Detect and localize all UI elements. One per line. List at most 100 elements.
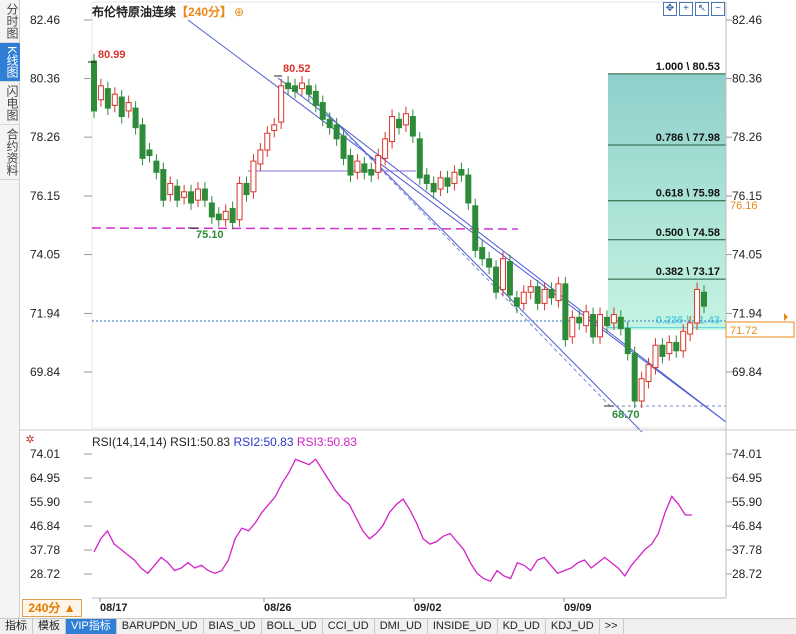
candle-body bbox=[590, 314, 597, 338]
tab-vip-indicator[interactable]: VIP指标 bbox=[66, 619, 117, 634]
candle-body bbox=[181, 191, 188, 198]
low-label-2: 68.70 bbox=[612, 409, 640, 421]
candle-body bbox=[472, 205, 479, 251]
candle-body bbox=[201, 188, 208, 201]
candle-body bbox=[125, 102, 132, 112]
fibonacci-zone[interactable] bbox=[608, 74, 726, 330]
candle-body bbox=[694, 288, 701, 324]
tab-dmi[interactable]: DMI_UD bbox=[374, 619, 428, 634]
tab-more[interactable]: >> bbox=[599, 619, 624, 634]
tab-cci[interactable]: CCI_UD bbox=[322, 619, 375, 634]
zoom-in-icon[interactable]: + bbox=[679, 2, 693, 16]
price-tick-right: 76.15 bbox=[732, 189, 762, 203]
current-price-tag-text: 71.72 bbox=[730, 325, 758, 337]
candle-body bbox=[139, 124, 146, 159]
candle-body bbox=[687, 322, 694, 335]
tab-barupdn[interactable]: BARUPDN_UD bbox=[116, 619, 204, 634]
price-tick-left: 78.26 bbox=[30, 130, 60, 144]
candle-body bbox=[305, 85, 312, 95]
rsi2-value: RSI2:50.83 bbox=[233, 435, 294, 449]
candle-body bbox=[659, 344, 666, 357]
cursor-icon[interactable]: ↖ bbox=[695, 2, 709, 16]
candle-body bbox=[250, 160, 257, 193]
rsi3-value: RSI3:50.83 bbox=[296, 435, 357, 449]
candle-body bbox=[617, 316, 624, 329]
price-tick-right: 78.26 bbox=[732, 130, 762, 144]
candle-body bbox=[188, 191, 195, 204]
candle-body bbox=[499, 258, 506, 290]
price-axis: 82.46 82.46 80.36 80.36 78.26 78.26 76.15 76.15… bbox=[30, 13, 762, 379]
rsi-legend: RSI(14,14,14) RSI1:50.83 RSI2:50.83 RSI3… bbox=[92, 435, 357, 449]
candle-body bbox=[194, 188, 201, 201]
candle-body bbox=[534, 286, 541, 304]
candle-body bbox=[430, 182, 437, 193]
indicator-settings-icon[interactable]: ✲ bbox=[25, 434, 35, 446]
time-label-3: 09/02 bbox=[414, 602, 442, 614]
price-tick-left: 74.05 bbox=[30, 248, 60, 262]
period-label[interactable]: 【240分】 bbox=[176, 5, 233, 19]
rsi-tick-right: 37.78 bbox=[732, 543, 762, 557]
candle-body bbox=[437, 177, 444, 190]
candle-body bbox=[451, 171, 458, 184]
candle-body bbox=[285, 82, 292, 90]
tab-kd[interactable]: KD_UD bbox=[497, 619, 546, 634]
candle-body bbox=[479, 247, 486, 260]
tab-indicator[interactable]: 指标 bbox=[0, 619, 33, 634]
chart-title: 布伦特原油连续【240分】 ⊕ bbox=[92, 3, 244, 20]
candle-body bbox=[174, 185, 181, 201]
tab-flash[interactable]: 闪电图 bbox=[0, 82, 20, 126]
tab-inside[interactable]: INSIDE_UD bbox=[427, 619, 498, 634]
time-label-1: 08/17 bbox=[100, 602, 128, 614]
candle-body bbox=[111, 93, 118, 106]
fib-level-label: 0.618 \ 75.98 bbox=[656, 188, 720, 200]
tab-template[interactable]: 模板 bbox=[33, 619, 66, 634]
candle-body bbox=[160, 169, 167, 201]
chart-toolbar: ✥ + ↖ − bbox=[663, 2, 725, 16]
candle-body bbox=[416, 138, 423, 179]
candle-body bbox=[278, 85, 285, 123]
price-chart[interactable]: 1.000 \ 80.53 0.786 \ 77.98 0.618 \ 75.98 0… bbox=[20, 0, 796, 618]
tab-boll[interactable]: BOLL_UD bbox=[261, 619, 323, 634]
price-tick-right: 82.46 bbox=[732, 13, 762, 27]
zoom-out-icon[interactable]: − bbox=[711, 2, 725, 16]
low-label-1: 75.10 bbox=[196, 229, 224, 241]
time-label-4: 09/09 bbox=[564, 602, 592, 614]
add-symbol-icon[interactable]: ⊕ bbox=[234, 5, 245, 19]
candle-body bbox=[167, 182, 174, 196]
tab-kdj[interactable]: KDJ_UD bbox=[545, 619, 600, 634]
candle-body bbox=[673, 341, 680, 352]
candle-body bbox=[118, 96, 125, 118]
tab-time-share[interactable]: 分时图 bbox=[0, 0, 20, 43]
support-dashed-line[interactable] bbox=[91, 227, 519, 230]
candle-body bbox=[548, 288, 555, 299]
candle-body bbox=[645, 364, 652, 382]
price-tick-left: 76.15 bbox=[30, 189, 60, 203]
fib-level-label: 1.000 \ 80.53 bbox=[656, 61, 720, 73]
tab-bias[interactable]: BIAS_UD bbox=[203, 619, 262, 634]
period-selector-button[interactable]: 240分 ▲ bbox=[22, 599, 82, 617]
candle-body bbox=[624, 327, 631, 355]
candle-body bbox=[444, 177, 451, 187]
channel-lower-line[interactable] bbox=[305, 91, 643, 433]
candle-body bbox=[368, 169, 375, 176]
tab-kline[interactable]: K线图 bbox=[0, 43, 20, 83]
candle-body bbox=[264, 132, 271, 151]
tab-contract-info[interactable]: 合约资料 bbox=[0, 125, 20, 181]
candle-body bbox=[347, 155, 354, 176]
rsi-axis: 74.01 74.01 64.95 64.95 55.90 55.90 46.84 46.84… bbox=[30, 447, 762, 581]
candle-body bbox=[486, 258, 493, 268]
candle-body bbox=[680, 330, 687, 352]
rsi-tick-left: 46.84 bbox=[30, 519, 60, 533]
candle-body bbox=[361, 163, 368, 173]
price-tick-left: 82.46 bbox=[30, 13, 60, 27]
candle-body bbox=[312, 90, 319, 106]
price-tick-right: 80.36 bbox=[732, 72, 762, 86]
move-icon[interactable]: ✥ bbox=[663, 2, 677, 16]
rsi-title: RSI(14,14,14) bbox=[92, 435, 167, 449]
candle-body bbox=[423, 174, 430, 184]
instrument-name: 布伦特原油连续 bbox=[92, 5, 177, 19]
candlesticks[interactable] bbox=[91, 54, 707, 408]
fib-price-tag: 76.16 bbox=[730, 200, 758, 212]
candle-body bbox=[562, 283, 569, 341]
rsi-tick-left: 74.01 bbox=[30, 447, 60, 461]
